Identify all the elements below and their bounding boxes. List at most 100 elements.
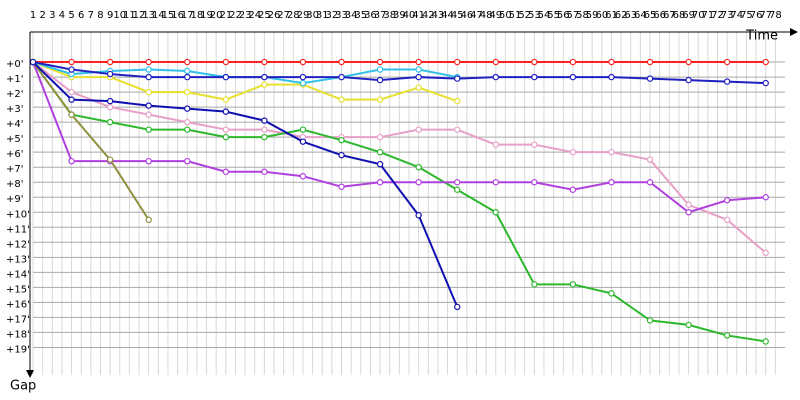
x-tick-label: 18 — [191, 10, 204, 21]
point — [415, 163, 422, 171]
x-tick-label: 8 — [97, 10, 103, 21]
point — [685, 209, 692, 216]
y-tick-label: +13' — [6, 254, 30, 265]
point — [184, 157, 191, 165]
x-tick-label: 60 — [595, 10, 608, 21]
point — [415, 212, 422, 219]
point — [762, 249, 769, 257]
x-arrow — [790, 28, 798, 36]
point — [184, 88, 191, 96]
plot — [29, 58, 769, 345]
point — [261, 126, 268, 133]
point — [376, 58, 384, 66]
point — [222, 58, 230, 66]
point — [222, 96, 230, 103]
point — [184, 105, 191, 112]
y-tick-label: +19' — [6, 344, 30, 355]
point — [338, 58, 345, 66]
point — [569, 186, 577, 193]
series-line — [32, 61, 766, 85]
y-tick-label: +16' — [6, 299, 30, 310]
y-tick-label: +11' — [6, 224, 30, 235]
x-tick-label: 10 — [113, 10, 126, 21]
point — [376, 133, 384, 141]
point — [145, 216, 152, 223]
x-tick-label: 34 — [345, 10, 358, 21]
x-tick-label: 56 — [557, 10, 570, 21]
point — [145, 66, 152, 73]
x-tick-label: 25 — [258, 10, 271, 21]
point — [723, 332, 731, 339]
x-tick-label: 16 — [171, 10, 184, 21]
point — [184, 67, 191, 75]
y-axis-label: Gap — [10, 379, 36, 394]
point — [145, 73, 152, 81]
point — [569, 73, 577, 81]
x-tick-label: 31 — [316, 10, 329, 21]
point — [68, 96, 75, 103]
x-tick-label: 72 — [711, 10, 724, 21]
x-tick-label: 23 — [239, 10, 252, 21]
x-tick-label: 30 — [306, 10, 319, 21]
x-tick-label: 38 — [383, 10, 396, 21]
point — [723, 197, 731, 204]
point — [685, 201, 692, 208]
point — [376, 148, 384, 156]
point — [646, 317, 654, 324]
point — [106, 58, 114, 66]
point — [531, 73, 538, 81]
x-tick-label: 20 — [210, 10, 223, 21]
point — [68, 111, 75, 118]
point — [299, 73, 307, 81]
point — [415, 179, 422, 186]
point — [723, 78, 731, 85]
point — [723, 216, 731, 223]
x-tick-label: 5 — [68, 10, 74, 21]
y-tick-label: +8' — [6, 179, 24, 190]
point — [338, 183, 345, 190]
point — [723, 58, 731, 66]
x-tick-label: 74 — [730, 10, 743, 21]
x-tick-label: 40 — [403, 10, 416, 21]
x-tick-label: 76 — [750, 10, 763, 21]
point — [454, 303, 461, 311]
y-tick-label: +17' — [6, 314, 30, 325]
point — [145, 126, 152, 133]
x-tick-label: 24 — [248, 10, 261, 21]
point — [222, 126, 230, 133]
point — [222, 168, 230, 175]
point — [454, 58, 461, 66]
point — [569, 281, 577, 288]
x-tick-label: 71 — [702, 10, 715, 21]
x-tick-label: 42 — [422, 10, 435, 21]
point — [299, 126, 307, 133]
point — [145, 58, 152, 66]
point — [646, 156, 654, 163]
x-tick-label: 12 — [133, 10, 146, 21]
y-tick-label: +14' — [6, 269, 30, 280]
x-tick-label: 45 — [451, 10, 464, 21]
point — [376, 66, 384, 73]
x-tick-label: 73 — [721, 10, 734, 21]
x-tick-label: 37 — [374, 10, 387, 21]
point — [531, 141, 538, 148]
point — [299, 79, 307, 87]
point — [646, 58, 654, 66]
y-tick-label: +3' — [6, 104, 24, 115]
x-tick-label: 43 — [432, 10, 445, 21]
y-tick-label: +5' — [6, 134, 24, 145]
point — [531, 179, 538, 186]
x-tick-label: 66 — [653, 10, 666, 21]
point — [68, 66, 75, 73]
x-tick-label: 67 — [663, 10, 676, 21]
point — [106, 97, 114, 105]
x-tick-label: 50 — [499, 10, 512, 21]
x-tick-label: 13 — [142, 10, 155, 21]
x-tick-label: 41 — [412, 10, 425, 21]
x-tick-label: 64 — [634, 10, 647, 21]
point — [685, 58, 692, 66]
x-tick-label: 2 — [39, 10, 45, 21]
x-tick-label: 63 — [624, 10, 637, 21]
x-tick-label: 69 — [682, 10, 695, 21]
x-tick-label: 6 — [78, 10, 84, 21]
